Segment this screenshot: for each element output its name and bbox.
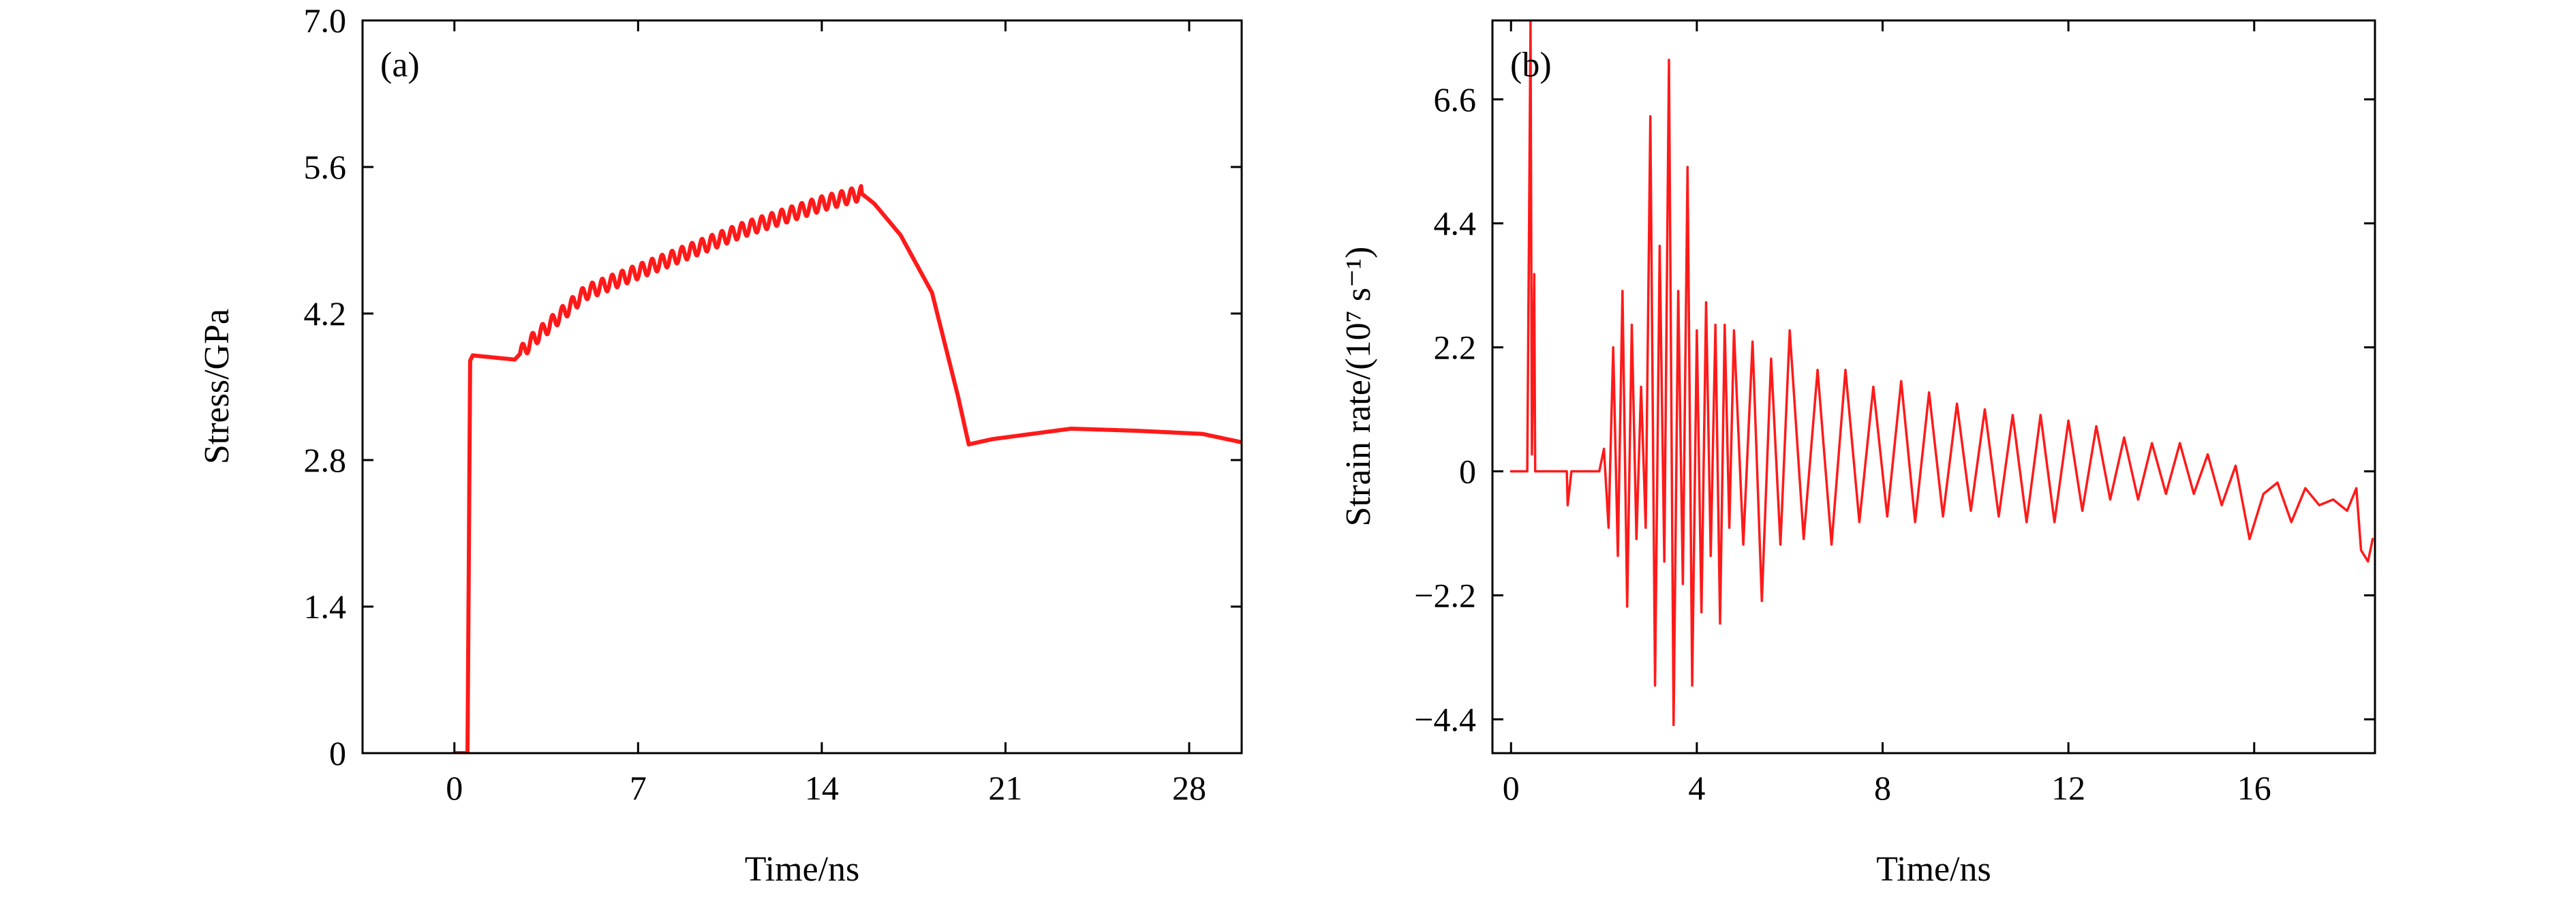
y-tick-label: 2.8 [304, 441, 347, 479]
x-axis-title: Time/ns [1876, 850, 1991, 889]
y-tick-label: 2.2 [1434, 329, 1477, 367]
chart-panel-b: 0 4 8 12 16 −4.4 −2.2 0 2.2 4.4 6.6 Time/ns Strain r… [1339, 19, 2376, 889]
x-axis-title: Time/ns [745, 850, 860, 889]
panel-label: (a) [380, 46, 420, 85]
panel-label: (b) [1510, 46, 1552, 85]
y-axis-title: Strain rate/(10⁷ s⁻¹) [1339, 247, 1378, 527]
y-tick-label: −2.2 [1414, 576, 1476, 614]
x-tick-label: 0 [446, 769, 463, 807]
x-tick-label: 8 [1874, 769, 1891, 807]
plot-frame [361, 19, 1243, 755]
x-tick-label: 16 [2237, 769, 2271, 807]
x-tick-label: 7 [630, 769, 647, 807]
y-tick-label: 0 [329, 734, 346, 772]
y-tick-label: 1.4 [304, 588, 347, 626]
y-tick-label: 7.0 [304, 1, 347, 40]
y-axis-title: Stress/GPa [198, 309, 236, 464]
x-tick-label: 4 [1688, 769, 1705, 807]
chart-panel-a: 0 7 14 21 28 0 1.4 2.8 4.2 5.6 7.0 Time/ns Stress/GP… [198, 1, 1243, 889]
x-tick-label: 28 [1172, 769, 1206, 807]
y-tick-label: 5.6 [304, 148, 347, 186]
y-tick-label: 6.6 [1434, 80, 1477, 119]
data-series-line [1509, 20, 2374, 727]
y-tick-label: 4.4 [1434, 204, 1477, 243]
data-series-line [452, 184, 1242, 753]
y-tick-label: 4.2 [304, 294, 347, 333]
plot-frame [1491, 19, 2376, 755]
x-tick-label: 21 [988, 769, 1022, 807]
x-tick-label: 14 [805, 769, 839, 807]
y-tick-label: −4.4 [1414, 700, 1476, 738]
x-tick-label: 12 [2051, 769, 2085, 807]
x-tick-label: 0 [1503, 769, 1520, 807]
y-tick-label: 0 [1459, 453, 1476, 491]
